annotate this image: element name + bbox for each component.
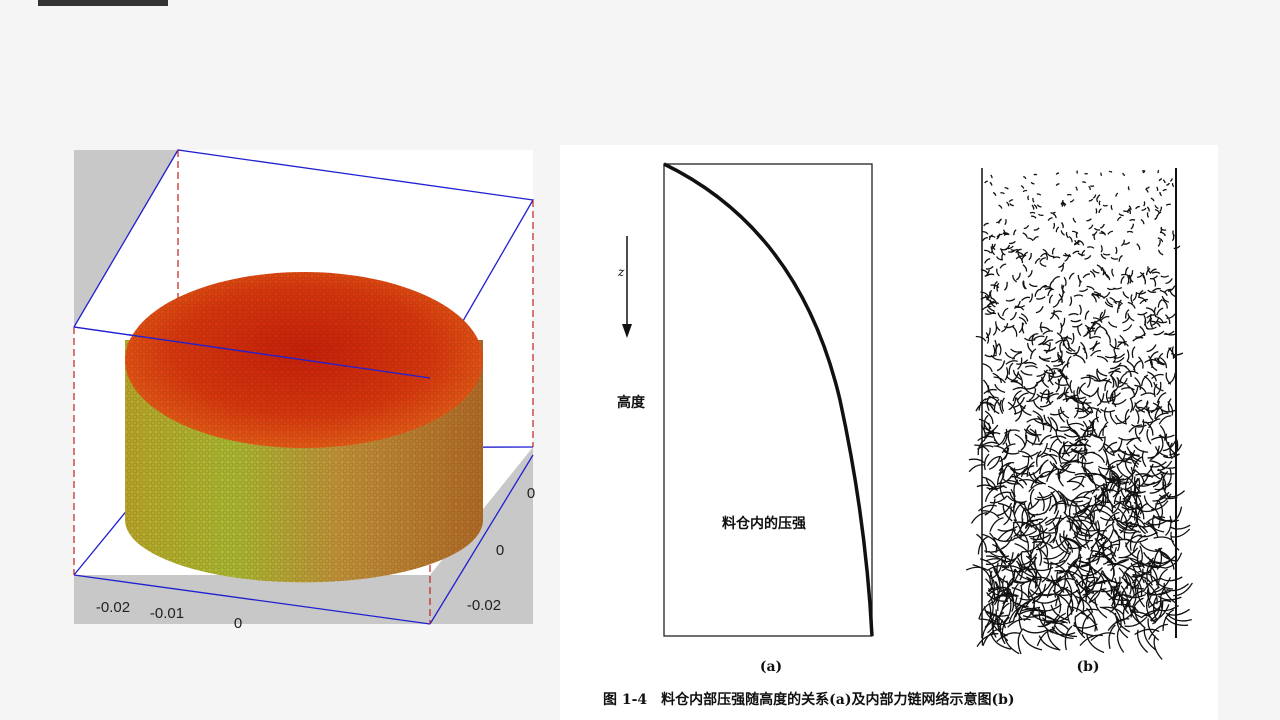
- tick-label: -0.02: [467, 597, 501, 614]
- axis-label: z: [617, 265, 625, 279]
- tick-label: 0: [496, 542, 504, 559]
- arrow-head: [622, 324, 632, 338]
- cut-title: [38, 0, 168, 6]
- figure-background: [560, 145, 1218, 720]
- silo-outline: [663, 163, 873, 637]
- panel-label: (b): [1076, 659, 1099, 675]
- tick-label: 0: [527, 485, 535, 502]
- tick-label: -0.01: [150, 605, 184, 622]
- force-chain-network: [965, 169, 1193, 660]
- caption: 图 1-4 料仓内部压强随高度的关系(a)及内部力链网络示意图(b): [603, 691, 1015, 708]
- right-figure: z 高度 料仓内的压强 (a) (b) 图 1-4 料仓内部压强随高度的关系(a…: [560, 145, 1218, 720]
- pressure-curve: [663, 162, 874, 637]
- panel-label: (a): [760, 659, 782, 675]
- left-figure: -0.02 -0.01 0 0 -0.02 0: [73, 149, 535, 632]
- tick-label: 0: [234, 615, 242, 632]
- pressure-label: 料仓内的压强: [722, 515, 806, 532]
- box-line-front: [73, 326, 431, 379]
- force-chains: [965, 169, 1193, 660]
- height-label: 高度: [617, 394, 646, 411]
- tick-label: -0.02: [96, 599, 130, 616]
